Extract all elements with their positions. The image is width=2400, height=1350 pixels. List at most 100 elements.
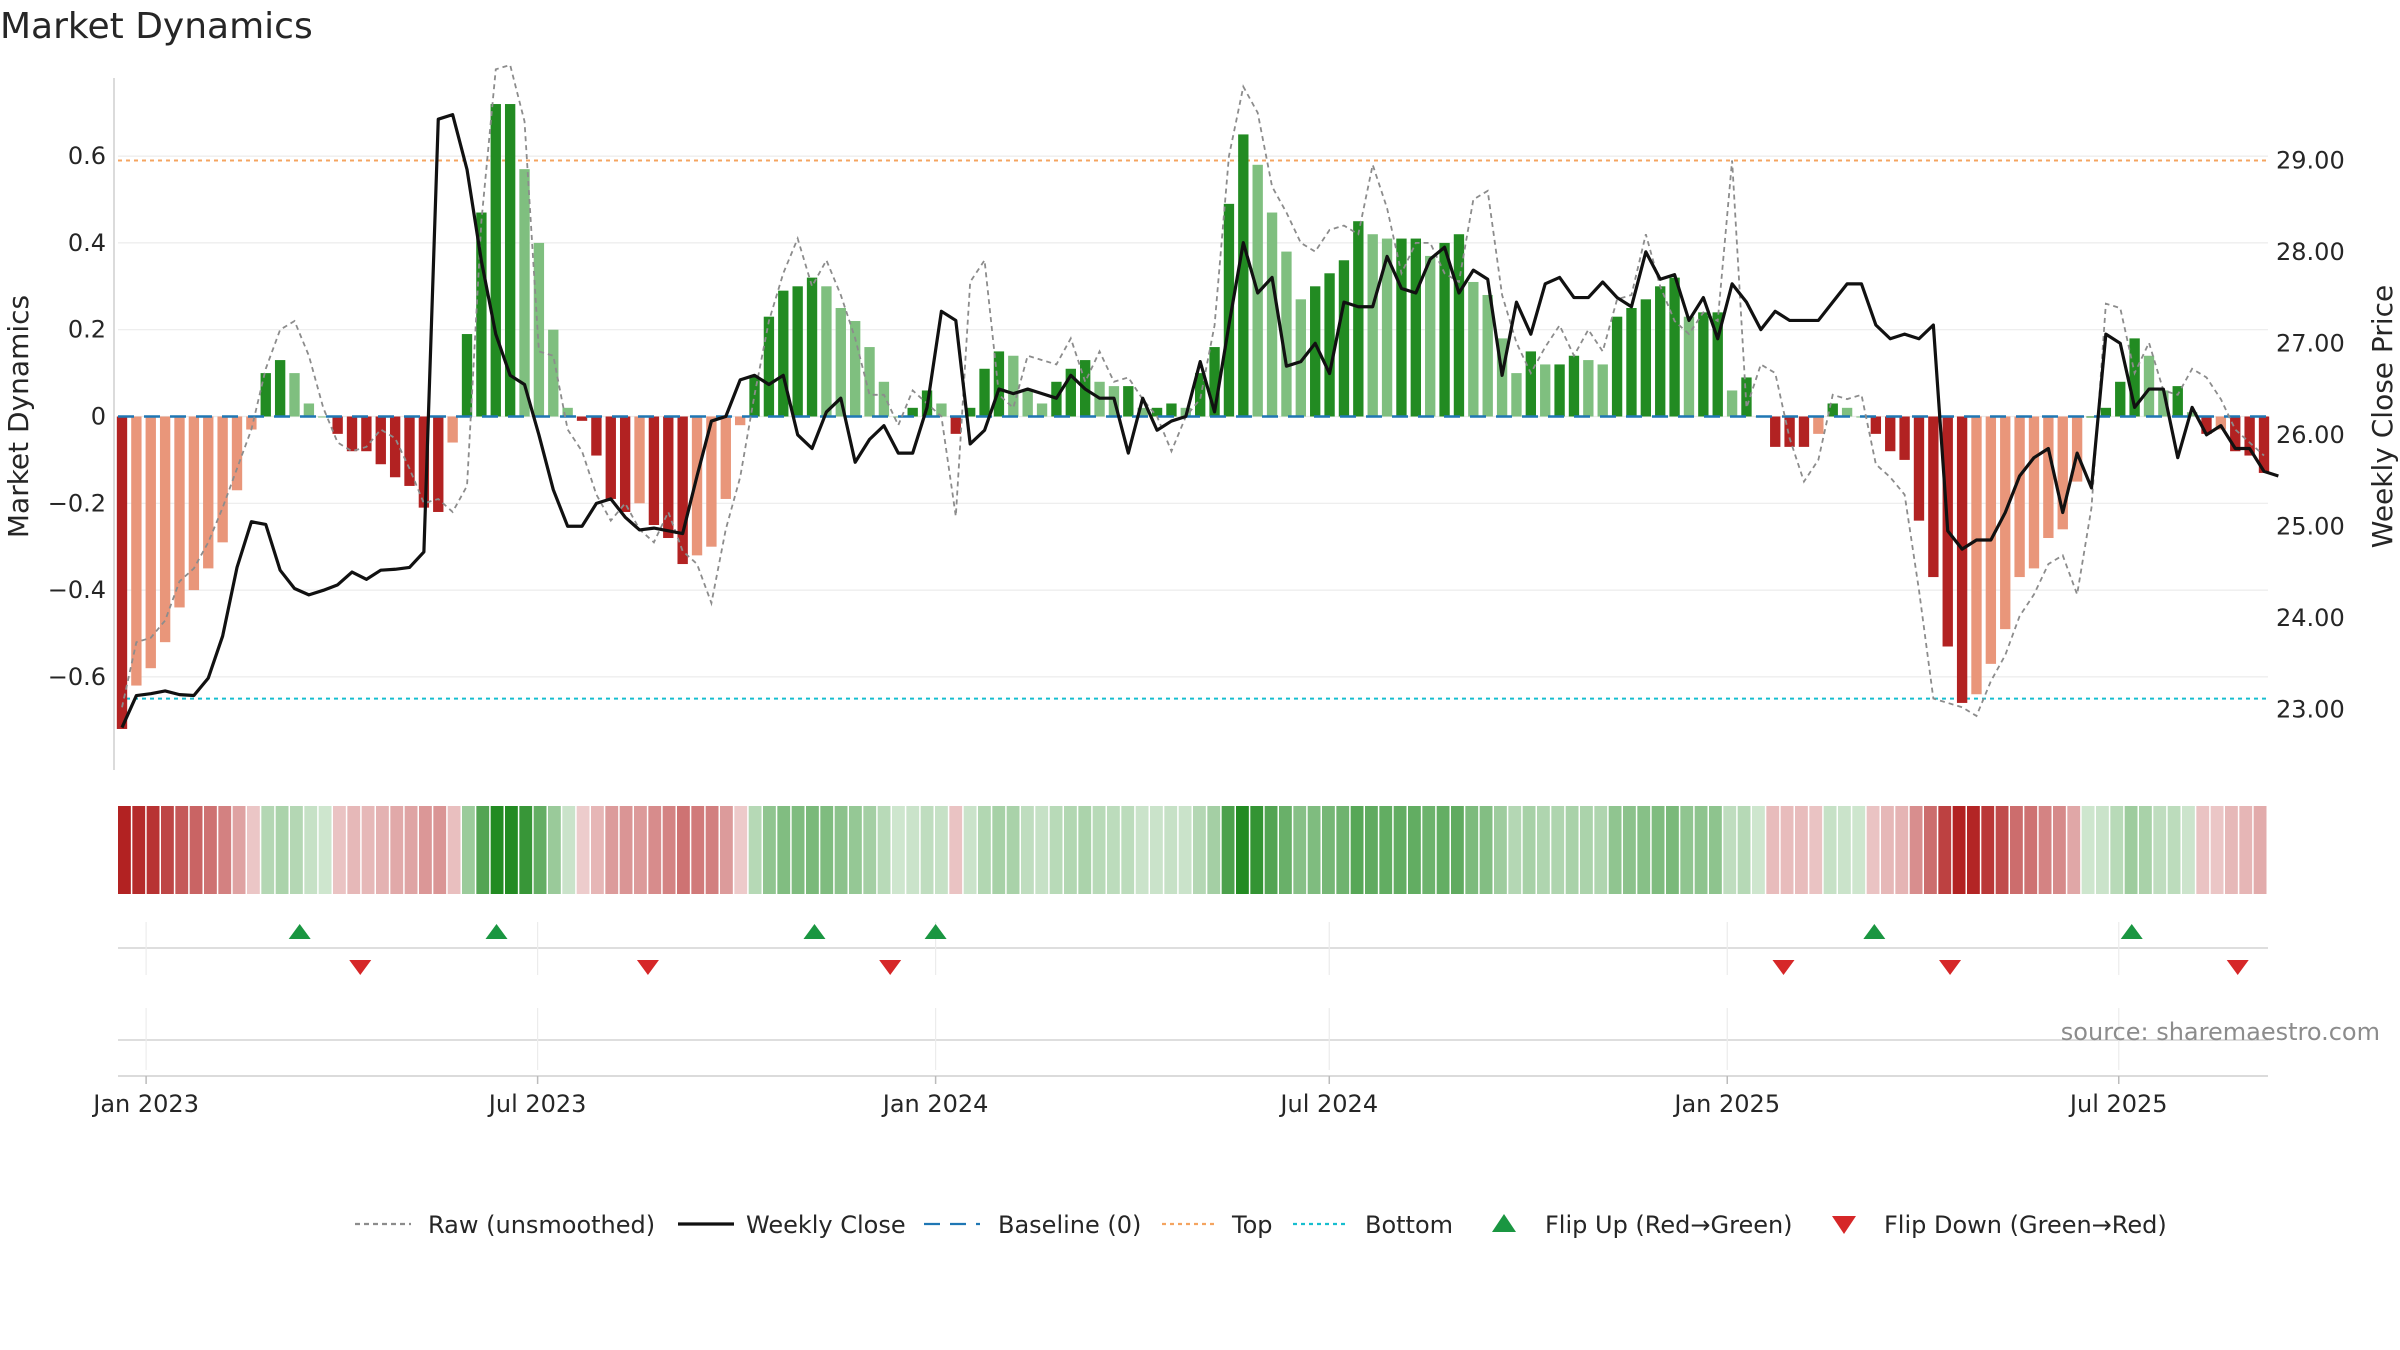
regime-strip-cell (189, 806, 203, 894)
regime-strip-cell (619, 806, 633, 894)
regime-strip-cell (2196, 806, 2210, 894)
dynamics-bar (1022, 390, 1033, 417)
regime-strip-cell (1909, 806, 1923, 894)
regime-strip-cell (562, 806, 576, 894)
regime-strip-cell (605, 806, 619, 894)
regime-strip-cell (1766, 806, 1780, 894)
regime-strip-cell (1250, 806, 1264, 894)
y-axis-label-left: Market Dynamics (2, 295, 35, 538)
dynamics-bar (433, 416, 444, 512)
regime-strip-cell (1451, 806, 1464, 894)
dynamics-bar (864, 347, 875, 417)
regime-strip-cell (2124, 806, 2138, 894)
regime-strip-cell (347, 806, 361, 894)
regime-strip-cell (978, 806, 991, 894)
dynamics-bar (1065, 368, 1076, 417)
dynamics-bar (533, 242, 545, 417)
regime-strip-cell (1866, 806, 1880, 894)
regime-strip-cell (748, 806, 762, 894)
dynamics-bar (2215, 416, 2227, 430)
regime-strip-cell (1967, 806, 1980, 894)
dynamics-bar (605, 416, 616, 499)
regime-strip-cell (1293, 806, 1307, 894)
dynamics-bar (576, 416, 588, 421)
flip-down-marker (636, 960, 659, 975)
regime-strip-cell (376, 806, 389, 894)
regime-strip-cell (992, 806, 1006, 894)
dynamics-bar (1295, 299, 1306, 417)
regime-strip-cell (476, 806, 490, 894)
regime-strip-cell (2253, 806, 2267, 894)
dynamics-bar (720, 416, 731, 499)
dynamics-bar (2201, 416, 2212, 434)
dynamics-bar (1784, 416, 1795, 447)
x-tick-label: Jan 2024 (881, 1090, 989, 1118)
dynamics-bar (1798, 416, 1810, 447)
dynamics-bar (2172, 386, 2183, 417)
flip-down-marker (349, 960, 372, 975)
regime-strip-cell (419, 806, 432, 894)
regime-strip-cell (1522, 806, 1536, 894)
regime-strip-cell (2153, 806, 2167, 894)
dynamics-bar (835, 308, 846, 417)
dynamics-bar (1568, 355, 1580, 417)
dynamics-bar (849, 321, 861, 417)
dynamics-bar (663, 416, 674, 539)
flip-up-marker (485, 924, 508, 939)
regime-strip-cell (1408, 806, 1421, 894)
dynamics-bar (246, 416, 257, 430)
dynamics-bar (1669, 277, 1680, 417)
regime-strip-cell (1178, 806, 1192, 894)
dynamics-bar (1899, 416, 1910, 460)
dynamics-bar (1813, 416, 1824, 434)
dynamics-bar (562, 407, 573, 417)
regime-strip-cell (1537, 806, 1550, 894)
regime-strip-cell (548, 806, 561, 894)
dynamics-bar (389, 416, 401, 478)
regime-strip-cell (763, 806, 776, 894)
dynamics-bar (2244, 416, 2255, 456)
dynamics-bar (878, 381, 890, 417)
regime-strip-cell (949, 806, 963, 894)
dynamics-bar (2143, 355, 2155, 417)
dynamics-bar (677, 416, 688, 565)
chart-title: Market Dynamics (0, 6, 313, 47)
regime-strip-cell (576, 806, 590, 894)
regime-strip-cell (261, 806, 275, 894)
legend-label: Flip Up (Red→Green) (1545, 1211, 1793, 1239)
regime-strip-cell (806, 806, 819, 894)
regime-strip-cell (505, 806, 518, 894)
regime-strip-cell (1264, 806, 1278, 894)
dynamics-bar (2115, 381, 2126, 417)
dynamics-bar (591, 416, 602, 456)
dynamics-bar (1310, 286, 1321, 417)
dynamics-bar (217, 416, 228, 543)
flip-up-marker (2120, 924, 2143, 939)
y-tick-right: 26.00 (2276, 421, 2345, 449)
y-tick-right: 28.00 (2276, 238, 2345, 266)
dynamics-bar (964, 407, 976, 417)
dynamics-bar (821, 286, 832, 417)
regime-strip-cell (2182, 806, 2195, 894)
dynamics-bar (418, 416, 430, 508)
dynamics-bar (1238, 134, 1249, 417)
dynamics-bar (490, 104, 501, 417)
regime-strip-cell (1221, 806, 1235, 894)
regime-strip-cell (1193, 806, 1206, 894)
legend-swatch (1832, 1216, 1856, 1234)
x-tick-label: Jul 2024 (1278, 1090, 1378, 1118)
dynamics-bar (648, 416, 660, 525)
regime-strip-cell (1809, 806, 1823, 894)
legend-label: Flip Down (Green→Red) (1884, 1211, 2167, 1239)
y-tick-left: 0.2 (68, 316, 106, 344)
regime-strip-cell (1752, 806, 1765, 894)
regime-strip-cell (2210, 806, 2224, 894)
regime-strip-cell (519, 806, 533, 894)
regime-strip-cell (318, 806, 332, 894)
dynamics-bar (1611, 316, 1623, 417)
dynamics-bar (2028, 416, 2040, 569)
dynamics-bar (1554, 364, 1565, 417)
dynamics-bar (1266, 212, 1278, 417)
dynamics-bar (1151, 407, 1163, 417)
regime-strip-cell (1164, 806, 1178, 894)
